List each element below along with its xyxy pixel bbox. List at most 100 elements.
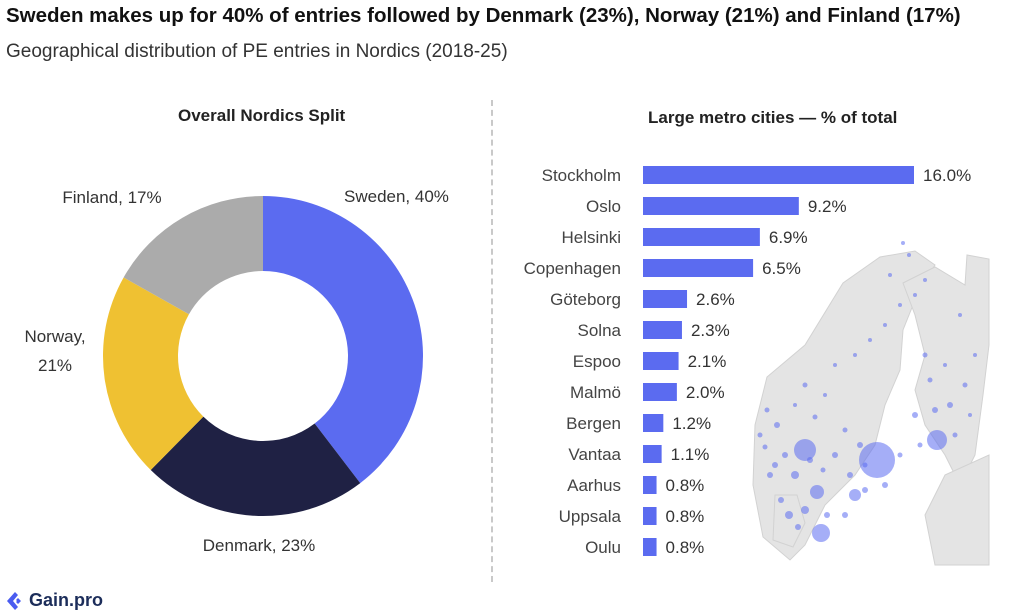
map-bubble: [774, 422, 780, 428]
bar-value-label: 2.1%: [688, 352, 727, 371]
map-bubble: [968, 413, 972, 417]
bar-aarhus: [643, 476, 657, 494]
map-finland: [902, 254, 990, 487]
bar-category-label: Copenhagen: [524, 259, 621, 278]
bar-value-label: 2.3%: [691, 321, 730, 340]
bar-vantaa: [643, 445, 662, 463]
map-bubble: [888, 273, 892, 277]
map-bubble: [793, 403, 797, 407]
bar-category-label: Oslo: [586, 197, 621, 216]
bar-value-label: 1.1%: [671, 445, 710, 464]
map-denmark: [772, 494, 806, 548]
brand-name: Gain.pro: [29, 590, 104, 610]
map-bubble: [772, 462, 778, 468]
map-bubble: [847, 472, 853, 478]
bar-category-label: Vantaa: [568, 445, 621, 464]
bar-category-label: Espoo: [573, 352, 621, 371]
bar-value-label: 1.2%: [672, 414, 711, 433]
bar-oslo: [643, 197, 799, 215]
map-bubble: [947, 402, 953, 408]
map-bubble: [907, 253, 911, 257]
map-bubble: [897, 452, 903, 458]
donut-slice-sweden: [263, 196, 423, 484]
bar-category-label: Göteborg: [550, 290, 621, 309]
bar-bergen: [643, 414, 664, 432]
map-bubble: [912, 412, 918, 418]
map-bubble: [820, 467, 826, 473]
map-bubble: [973, 353, 977, 357]
map-bubble: [862, 462, 868, 468]
map-bubble: [913, 293, 917, 297]
bar-category-label: Aarhus: [567, 476, 621, 495]
map-bubble: [952, 432, 958, 438]
donut-label-finland: Finland, 17%: [62, 188, 161, 207]
bar-category-label: Bergen: [566, 414, 621, 433]
bar-value-label: 6.9%: [769, 228, 808, 247]
bar-value-label: 0.8%: [666, 507, 705, 526]
map-baltics: [924, 454, 990, 566]
bar-göteborg: [643, 290, 688, 308]
gain-logo-icon: [7, 591, 21, 610]
map-bubble: [859, 442, 895, 478]
bar-category-label: Stockholm: [542, 166, 621, 185]
map-bubble: [762, 444, 768, 450]
bar-espoo: [643, 352, 679, 370]
map-bubble: [962, 382, 968, 388]
map-bubble: [868, 338, 872, 342]
map-bubble: [842, 427, 848, 433]
bar-stockholm: [643, 166, 914, 184]
map-bubble: [862, 487, 868, 493]
bar-uppsala: [643, 507, 657, 525]
donut-chart: Sweden, 40% Denmark, 23% Norway, 21% Finland…: [24, 187, 449, 555]
map-bubble: [842, 512, 848, 518]
bar-value-label: 9.2%: [808, 197, 847, 216]
bar-value-label: 2.6%: [696, 290, 735, 309]
map-bubble: [882, 482, 888, 488]
chart-title: Sweden makes up for 40% of entries follo…: [6, 4, 961, 27]
panel-divider: [491, 100, 493, 582]
donut-label-norway: Norway,: [24, 327, 85, 346]
map-bubble: [857, 442, 863, 448]
map-bubble: [832, 452, 838, 458]
bar-copenhagen: [643, 259, 754, 277]
map-scandinavia: [752, 250, 936, 561]
bar-chart-title: Large metro cities — % of total: [648, 108, 898, 127]
bar-value-label: 16.0%: [923, 166, 971, 185]
map-bubble: [791, 471, 799, 479]
map-bubble: [794, 439, 816, 461]
donut-slice-finland: [123, 196, 263, 315]
map-bubble: [898, 303, 902, 307]
bar-category-label: Oulu: [585, 538, 621, 557]
map-bubble: [802, 382, 808, 388]
bar-category-label: Uppsala: [559, 507, 622, 526]
donut-label-sweden: Sweden, 40%: [344, 187, 449, 206]
map-bubble: [923, 278, 927, 282]
map-bubble: [927, 377, 933, 383]
donut-label-norway-line2: 21%: [38, 356, 72, 375]
brand-logo: Gain.pro: [5, 590, 103, 611]
map-bubble: [785, 511, 793, 519]
bar-value-label: 0.8%: [666, 476, 705, 495]
donut-slice-norway: [103, 277, 204, 471]
map-bubble: [767, 472, 773, 478]
map-bubble: [958, 313, 962, 317]
donut-title: Overall Nordics Split: [178, 106, 346, 125]
map-bubble: [922, 352, 928, 358]
bar-helsinki: [643, 228, 760, 246]
bar-category-label: Helsinki: [561, 228, 621, 247]
map-bubble: [917, 442, 923, 448]
map-bubble: [833, 363, 837, 367]
map-bubble: [782, 452, 788, 458]
map-bubble: [932, 407, 938, 413]
map-bubble: [812, 524, 830, 542]
bar-category-label: Solna: [578, 321, 622, 340]
bar-value-label: 2.0%: [686, 383, 725, 402]
map-bubble: [927, 430, 947, 450]
map-bubble: [778, 497, 784, 503]
bar-value-label: 0.8%: [666, 538, 705, 557]
map-bubble: [807, 457, 813, 463]
map-bubble: [764, 407, 770, 413]
map-bubble: [849, 489, 861, 501]
map-bubble: [823, 393, 827, 397]
map-bubble: [824, 512, 830, 518]
